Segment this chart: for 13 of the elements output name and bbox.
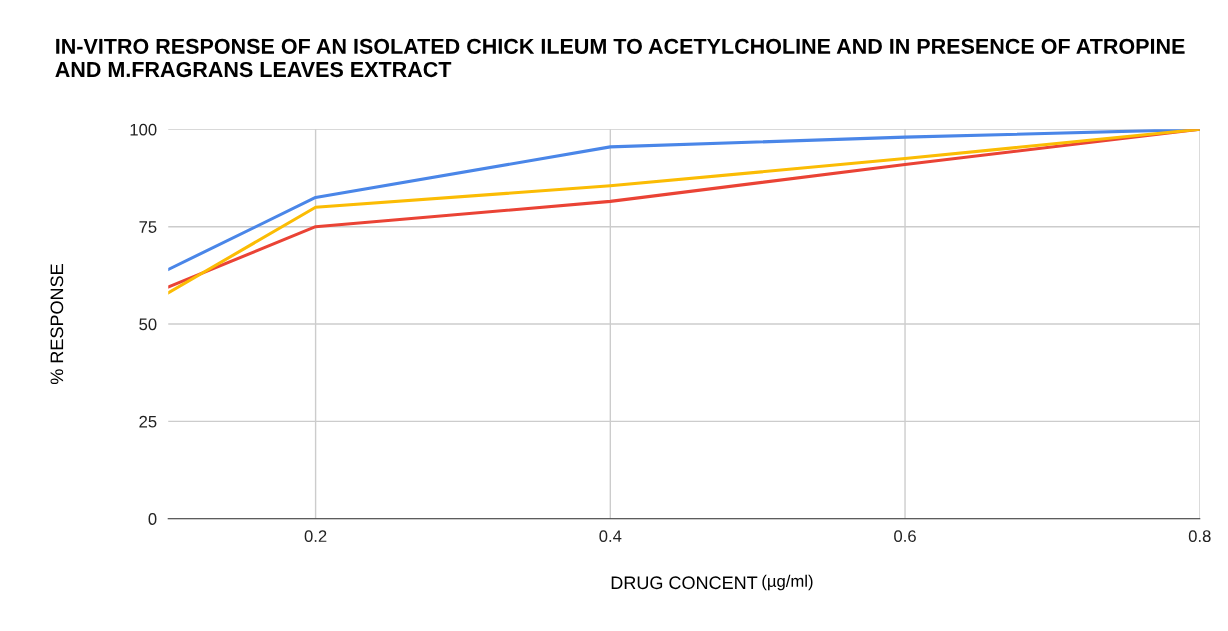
y-tick-label: 25	[139, 415, 157, 428]
x-tick-label: 0.2	[304, 530, 327, 543]
x-tick-label: 0.4	[599, 530, 622, 543]
y-tick-label: 0	[148, 513, 157, 525]
x-tick-label: 0.8	[1188, 530, 1211, 543]
x-axis-title: DRUG CONCENT	[611, 576, 758, 590]
y-tick-label: 100	[130, 123, 157, 136]
y-tick-label: 50	[139, 318, 157, 331]
x-tick-label: 0.6	[894, 530, 916, 543]
chart-title: IN-VITRO RESPONSE OF AN ISOLATED CHICK ILEUM TO ACETYLCHOLINE AND IN PRESENCE OF ATROPINE AND M.FRAGRANS LEAVES EXTRACT	[55, 38, 1185, 78]
y-tick-label: 75	[139, 221, 157, 233]
y-axis-title: % RESPONSE	[50, 264, 64, 385]
text: (µg/ml)	[762, 574, 813, 591]
